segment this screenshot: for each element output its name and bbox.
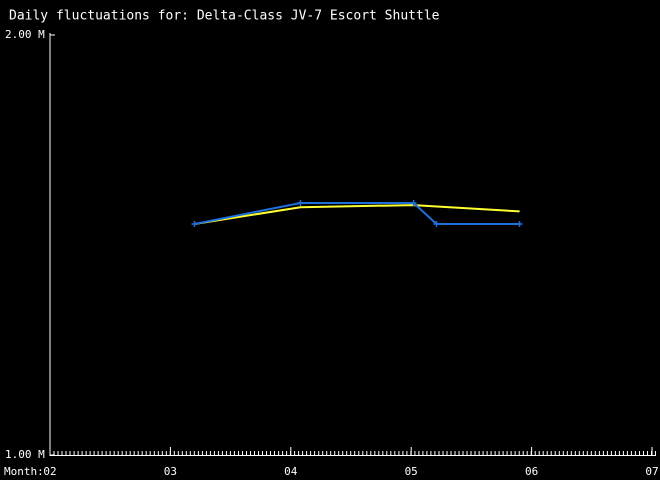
data-line bbox=[194, 204, 520, 225]
point-marker bbox=[433, 221, 440, 227]
x-tick-label: 07 bbox=[645, 465, 658, 478]
point-marker bbox=[297, 200, 304, 206]
x-tick-label: 04 bbox=[284, 465, 298, 478]
point-marker bbox=[191, 221, 198, 227]
y-tick-label: 2.00 M bbox=[5, 28, 45, 41]
point-marker bbox=[410, 200, 417, 206]
y-tick-label: 1.00 M bbox=[5, 448, 45, 461]
x-tick-label: 03 bbox=[164, 465, 177, 478]
x-axis-label: Month: bbox=[4, 465, 44, 478]
x-tick-label: 02 bbox=[43, 465, 56, 478]
x-tick-label: 05 bbox=[405, 465, 418, 478]
chart-title: Daily fluctuations for: Delta-Class JV-7… bbox=[9, 9, 440, 24]
x-tick-label: 06 bbox=[525, 465, 538, 478]
point-marker bbox=[516, 221, 523, 227]
